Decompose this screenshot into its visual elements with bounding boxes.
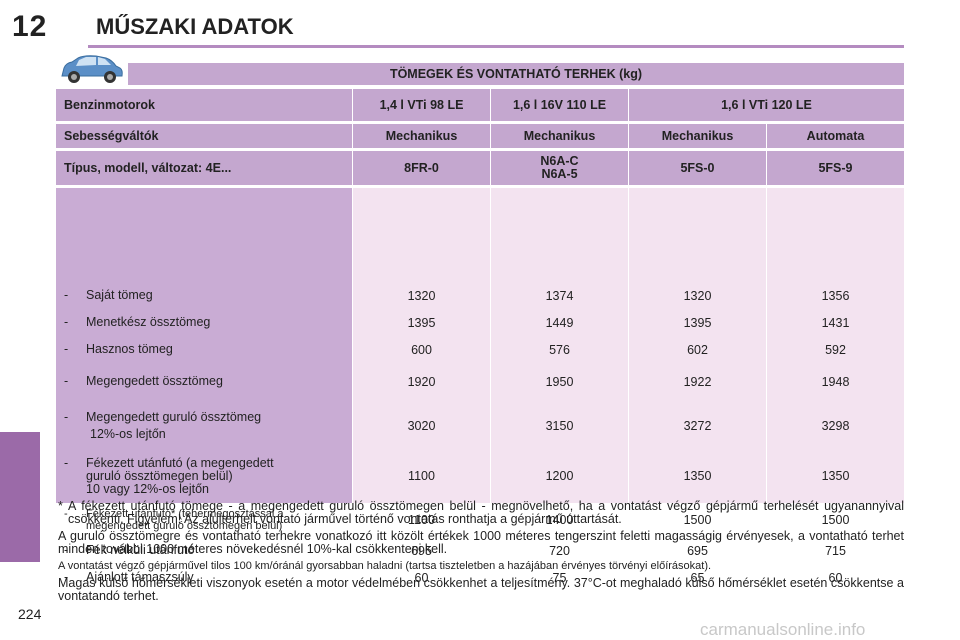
values-column-3: 1320 1395 602 1922 3272 1350 1500 695 65 [629,188,766,585]
table-cell: 1395 [407,316,436,330]
values-column-2: 1374 1449 576 1950 3150 1200 1400 720 75 [491,188,628,585]
type-code: N6A-5 [541,167,578,181]
table-cell: 3272 [683,419,712,433]
gearbox-col-3: Mechanikus [629,124,766,148]
engine-row-label: Benzinmotorok [56,89,352,121]
gearbox-col-4: Automata [767,124,904,148]
table-cell: 3020 [407,419,436,433]
car-icon [61,55,123,83]
type-code: 8FR-0 [404,160,439,175]
row-labels-column: - Saját tömeg - Menetkész össztömeg - Haszn… [56,188,352,584]
table-cell: 1356 [821,289,850,303]
table-cell: 1200 [545,469,574,483]
row-label-gross-weight: - Megengedett össztömeg [64,374,223,388]
row-label-braked-trailer: - Fékezett utánfutó (a megengedett guruló … [64,456,274,496]
table-cell: 1100 [408,513,435,527]
table-cell: 60 [828,571,843,585]
gearbox-row-label: Sebességváltók [56,124,352,148]
type-col-4: 5FS-9 [767,151,904,185]
gearbox-col-1: Mechanikus [353,124,490,148]
table-cell: 1948 [821,375,850,389]
table-cell: 75 [552,571,567,585]
section-title: TÖMEGEK ÉS VONTATHATÓ TERHEK (kg) [128,63,904,85]
chapter-title: MŰSZAKI ADATOK [96,14,294,39]
table-cell: 60 [414,571,429,585]
row-label-nose-weight: - Ajánlott támaszsúly [64,570,194,584]
notes-block: * A fékezett utánfutó tömege - a megenged… [58,500,904,607]
gearbox-col-2: Mechanikus [491,124,628,148]
row-label-own-weight: - Saját tömeg [64,288,153,302]
table-cell: 576 [549,343,570,357]
table-cell: 1350 [821,469,850,483]
table-cell: 1320 [407,289,436,303]
engine-col-1: 1,4 l VTi 98 LE [353,89,490,121]
table-cell: 695 [687,544,708,558]
table-cell: 65 [690,571,705,585]
table-cell: 602 [687,343,708,357]
type-col-2: N6A-C N6A-5 [491,151,628,185]
header-divider [88,45,904,48]
row-label-braked-trailer-load-transfer: - Fékezett utánfutó* (tehermegosztással a… [64,508,284,532]
temperature-note: Magas külső hőmérsékleti viszonyok eseté… [58,576,904,603]
table-cell: 3298 [821,419,850,433]
table-cell: 3150 [545,419,574,433]
table-cell: 1500 [821,513,850,527]
footnote: * A fékezett utánfutó tömege - a megenged… [58,500,904,526]
table-cell: 1950 [545,375,574,389]
table-cell: 1431 [821,316,850,330]
table-cell: 720 [549,544,570,558]
row-label-kerb-weight: - Menetkész össztömeg [64,315,211,329]
table-cell: 1100 [408,469,435,483]
table-cell: 1400 [545,513,574,527]
table-cell: 600 [411,343,432,357]
chapter-number: 12 [12,10,48,43]
row-label-unbraked-trailer: - Fék nélküli utánfutó [64,543,195,557]
table-cell: 1500 [683,513,712,527]
type-col-3: 5FS-0 [629,151,766,185]
row-label-train-weight: - Megengedett guruló össztömeg 12%-os lejt… [64,410,262,441]
table-cell: 1374 [545,289,574,303]
values-column-1: 1320 1395 600 1920 3020 1100 1100 695 60 [353,188,490,585]
type-code: 5FS-0 [680,160,715,175]
table-cell: 715 [825,544,846,558]
row-label-payload: - Hasznos tömeg [64,342,173,356]
table-cell: 695 [411,544,432,558]
table-cell: 1920 [407,375,436,389]
footnote-text: A fékezett utánfutó tömege - a megengede… [68,499,904,526]
type-row-label: Típus, modell, változat: 4E... [56,151,352,185]
table-cell: 592 [825,343,846,357]
altitude-note: A guruló össztömegre és vontatható terhe… [58,529,904,556]
engine-col-2: 1,6 l 16V 110 LE [491,89,628,121]
table-cell: 1350 [683,469,712,483]
speed-note: A vontatást végző gépjárművel tilos 100 … [58,560,712,572]
type-col-1: 8FR-0 [353,151,490,185]
footnote-mark: * [58,499,63,513]
chapter-side-tab [0,432,40,562]
weights-table: Benzinmotorok 1,4 l VTi 98 LE 1,6 l 16V … [56,89,904,585]
watermark: carmanualsonline.info [700,620,866,639]
type-code: N6A-C [540,154,579,168]
values-column-4: 1356 1431 592 1948 3298 1350 1500 715 60 [767,188,904,585]
table-cell: 1922 [683,375,712,389]
type-code: 5FS-9 [818,160,853,175]
table-cell: 1395 [683,316,712,330]
engine-col-3: 1,6 l VTi 120 LE [629,89,904,121]
table-cell: 1320 [683,289,712,303]
table-cell: 1449 [545,316,574,330]
page-number: 224 [18,606,42,622]
